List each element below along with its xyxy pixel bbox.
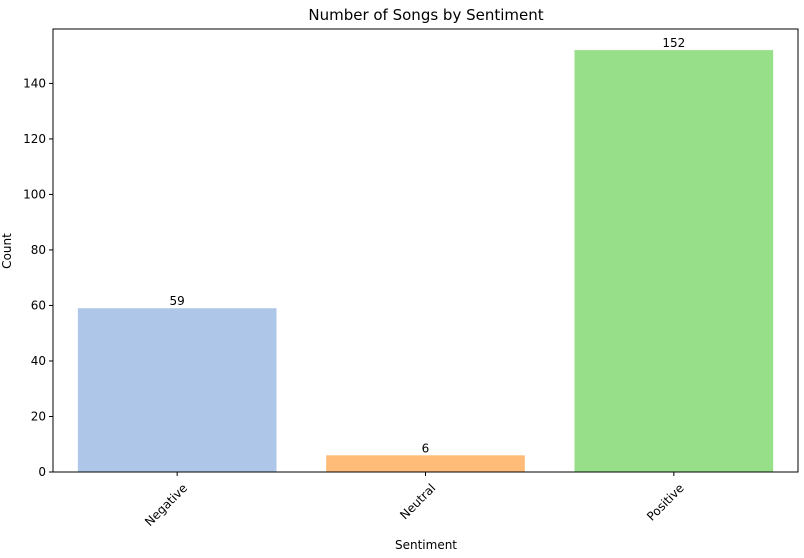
y-tick-label-20: 20: [31, 409, 46, 423]
x-tick-label-positive: Positive: [644, 481, 687, 524]
bar-positive: [574, 50, 774, 472]
x-tick-label-negative: Negative: [142, 481, 190, 529]
y-tick-label-60: 60: [31, 298, 46, 312]
x-axis-label: Sentiment: [395, 538, 457, 552]
plot-frame: [52, 28, 799, 473]
y-tick-label-100: 100: [23, 187, 46, 201]
bar-neutral: [326, 455, 525, 472]
bar-negative: [77, 308, 277, 472]
x-axis: Negative Neutral Positive: [142, 472, 687, 529]
chart-title: Number of Songs by Sentiment: [308, 6, 543, 24]
y-tick-label-140: 140: [23, 76, 46, 90]
data-label-positive: 152: [662, 36, 685, 50]
y-axis: 0 20 40 60 80 100 120 140: [23, 76, 53, 479]
y-tick-label-40: 40: [31, 354, 46, 368]
y-tick-label-80: 80: [31, 243, 46, 257]
data-label-negative: 59: [170, 294, 185, 308]
data-label-neutral: 6: [422, 441, 430, 455]
x-tick-label-neutral: Neutral: [397, 481, 438, 522]
y-axis-label: Count: [0, 233, 14, 269]
bar-labels-group: 59 6 152: [170, 36, 686, 455]
y-tick-label-0: 0: [38, 465, 46, 479]
y-tick-label-120: 120: [23, 132, 46, 146]
bars-group: [77, 50, 774, 472]
